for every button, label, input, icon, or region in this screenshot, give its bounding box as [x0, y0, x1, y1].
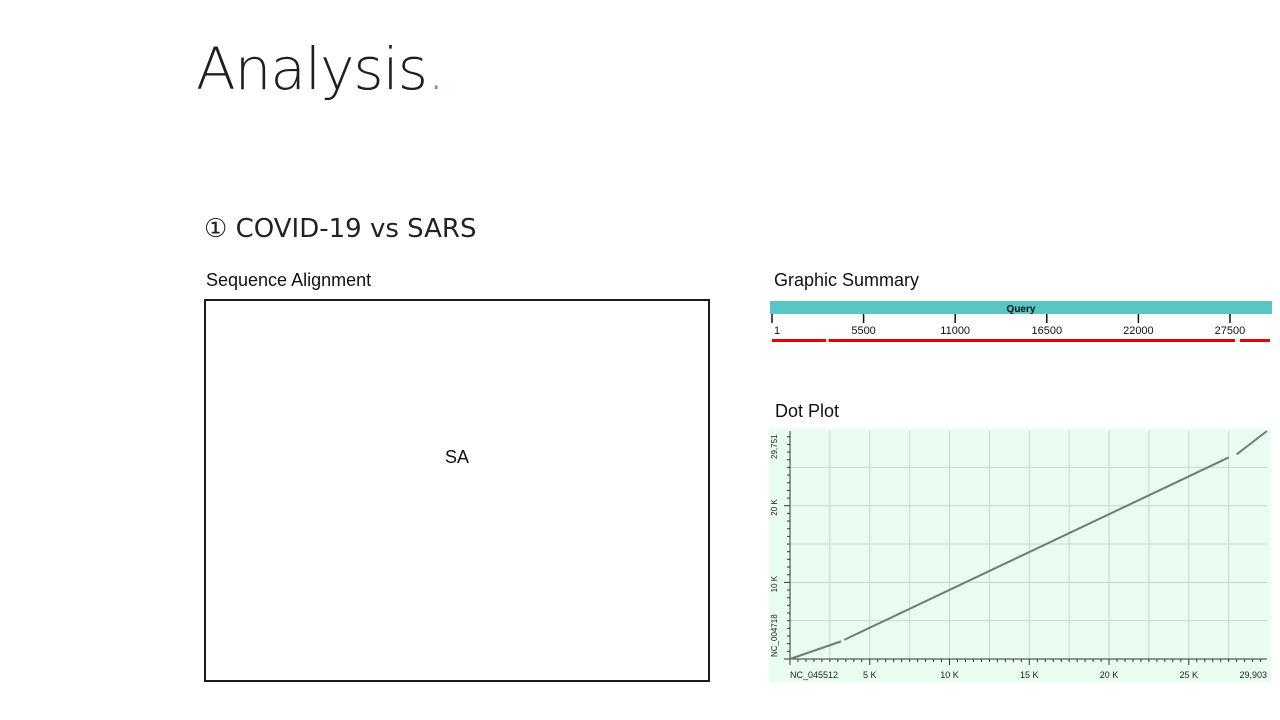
- query-tick-label: 5500: [851, 325, 875, 337]
- graphic-summary-label: Graphic Summary: [774, 270, 920, 290]
- query-tick-label: 1: [774, 325, 780, 337]
- sequence-alignment-label: Sequence Alignment: [206, 270, 372, 290]
- query-bar: [770, 301, 1272, 314]
- hit-segment: [1239, 339, 1270, 342]
- slide-subtitle: ① COVID-19 vs SARS: [204, 214, 477, 244]
- x-tick-label: 5 K: [863, 670, 877, 680]
- x-tick-label: 15 K: [1020, 670, 1039, 680]
- y-axis-name: NC_004718: [770, 614, 779, 657]
- y-tick-label: 29,751: [770, 434, 779, 459]
- slide-title-dot: .: [426, 35, 445, 103]
- alignment-segment: [1236, 430, 1268, 456]
- dot-plot-label: Dot Plot: [775, 401, 840, 421]
- x-axis-name: NC_045512: [790, 670, 838, 680]
- sequence-alignment-placeholder: SA: [444, 447, 469, 467]
- y-tick-label: 20 K: [770, 499, 779, 516]
- graphic-summary-graphic: Query 1 5500 11000 16500 22000 27500: [770, 301, 1272, 342]
- sequence-alignment-box: SA: [204, 299, 710, 682]
- query-tick-label: 11000: [940, 325, 970, 337]
- query-label: Query: [1007, 304, 1036, 315]
- alignment-segment: [789, 640, 842, 660]
- query-tick-label: 27500: [1215, 325, 1246, 337]
- x-tick-label: 20 K: [1100, 670, 1119, 680]
- alignment-segment: [843, 456, 1230, 641]
- slide-title-text: Analysis: [196, 35, 428, 103]
- dot-plot-graphic: NC_045512 5 K 10 K 15 K 20 K 25 K 29,903 NC_004…: [769, 429, 1271, 682]
- x-tick-label: 29,903: [1239, 670, 1267, 680]
- query-tick-label: 16500: [1031, 325, 1062, 337]
- hit-segment: [828, 339, 1235, 342]
- x-tick-label: 10 K: [940, 670, 959, 680]
- y-tick-label: 10 K: [770, 575, 779, 592]
- hit-segment: [772, 339, 827, 342]
- x-tick-label: 25 K: [1180, 670, 1199, 680]
- query-tick-label: 22000: [1123, 325, 1154, 337]
- slide-title: Analysis.: [196, 40, 445, 98]
